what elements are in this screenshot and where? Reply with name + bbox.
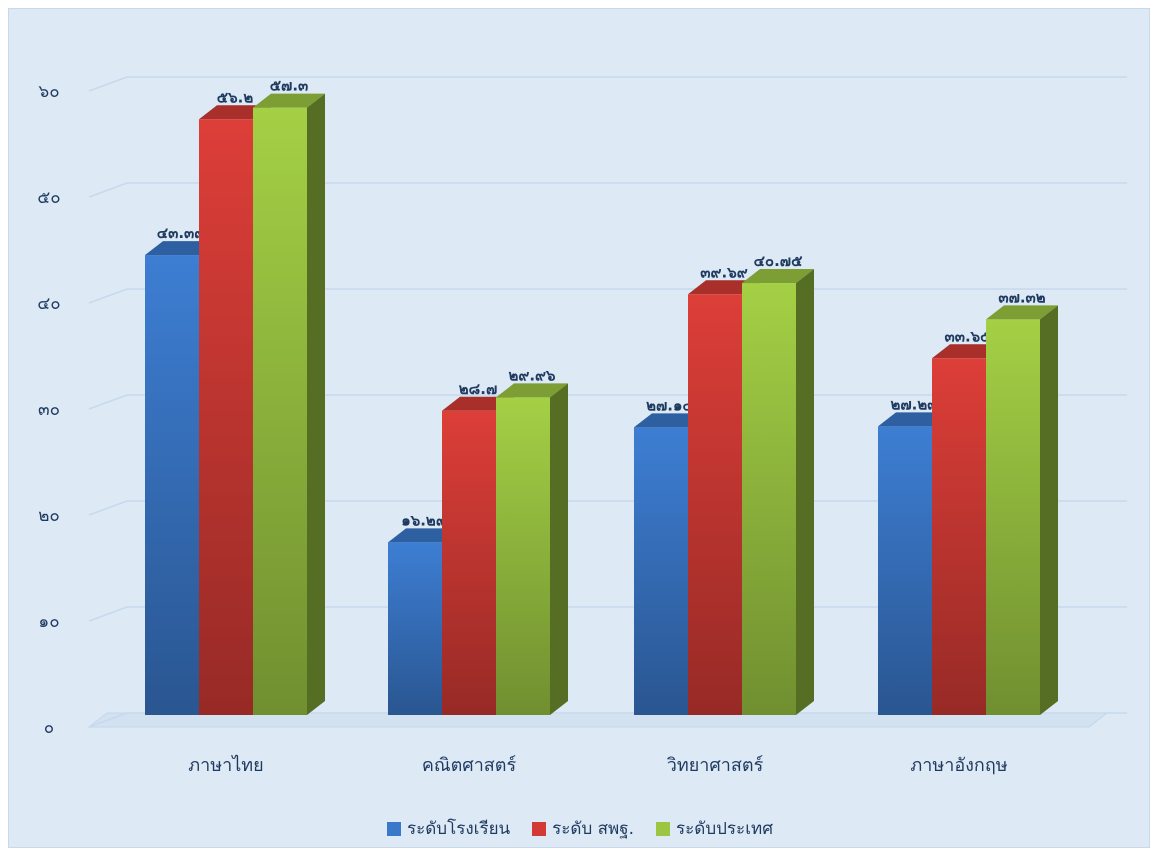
data-label: ๒๗.๑๔ (646, 396, 694, 414)
y-tick-label: ๕๐ (37, 188, 60, 208)
x-category-label: วิทยาศาสตร์ (667, 755, 764, 776)
gridline (88, 182, 1127, 198)
bar (742, 269, 814, 715)
legend-swatch (386, 821, 401, 836)
bar (496, 383, 568, 715)
chart-floor (87, 712, 1109, 728)
data-label: ๔๐.๗๕ (754, 252, 803, 270)
y-tick-label: ๐ (44, 718, 54, 738)
legend-label: ระดับประเทศ (676, 819, 773, 839)
bar (986, 305, 1058, 715)
data-label: ๓๙.๖๙ (700, 263, 747, 281)
legend-swatch (532, 821, 547, 836)
data-label: ๒๘.๗ (459, 380, 497, 398)
y-tick-label: ๖๐ (38, 82, 59, 102)
legend-label: ระดับ สพฐ. (552, 819, 635, 839)
x-category-label: คณิตศาสตร์ (422, 755, 517, 776)
data-label: ๕๗.๓ (270, 77, 309, 95)
gridline (88, 76, 1127, 92)
chart-legend: ระดับโรงเรียน ระดับ สพฐ. ระดับประเทศ (9, 815, 1151, 842)
data-label: ๓๗.๓๒ (998, 288, 1045, 306)
data-label: ๓๓.๖๕ (944, 327, 992, 345)
x-category-label: ภาษาอังกฤษ (910, 755, 1007, 776)
legend-item: ระดับประเทศ (656, 815, 773, 842)
x-category-label: ภาษาไทย (188, 754, 263, 776)
legend-item: ระดับ สพฐ. (532, 815, 634, 842)
data-label: ๑๖.๒๙ (401, 511, 447, 529)
data-label: ๒๙.๙๖ (508, 366, 556, 384)
legend-label: ระดับโรงเรียน (406, 819, 511, 839)
bar (253, 93, 325, 716)
y-tick-label: ๑๐ (38, 612, 59, 632)
chart-frame: ๐ ๑๐ ๒๐ ๓๐ ๔๐ ๕๐ ๖๐ภาษาไทย คณิตศาสตร์ วิทยาศาสตร… (8, 8, 1150, 848)
legend-item: ระดับโรงเรียน (386, 815, 511, 842)
data-label: ๕๖.๒ (217, 88, 254, 106)
legend-swatch (656, 821, 671, 836)
y-tick-label: ๓๐ (38, 400, 60, 420)
y-tick-label: ๔๐ (37, 294, 60, 314)
data-label: ๔๓.๓๙ (157, 224, 206, 242)
y-tick-label: ๒๐ (38, 506, 60, 526)
data-label: ๒๗.๒๓ (890, 395, 937, 413)
